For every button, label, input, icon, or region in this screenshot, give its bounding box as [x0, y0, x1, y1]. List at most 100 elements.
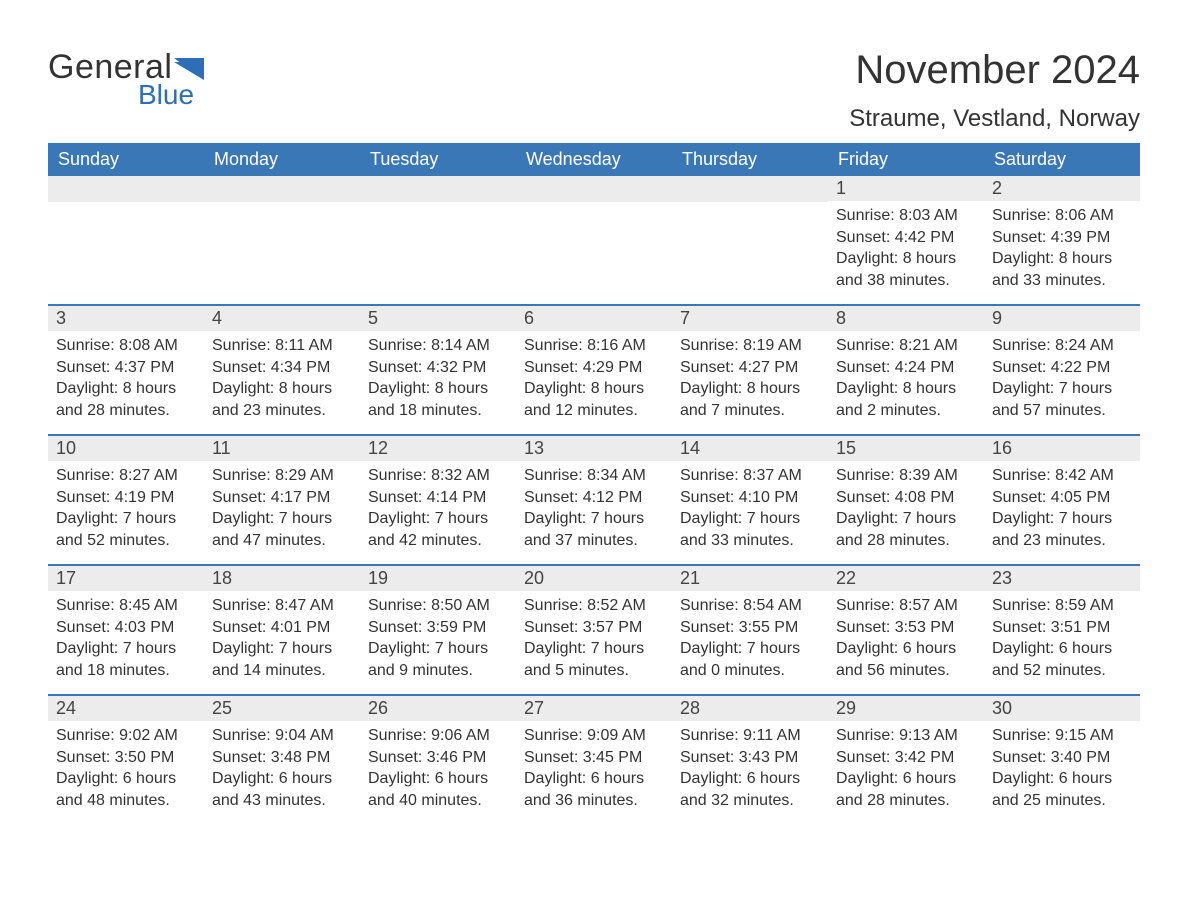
day-number: 11	[204, 436, 360, 461]
day-number: 25	[204, 696, 360, 721]
daylight-text: Daylight: 7 hours	[992, 378, 1132, 400]
day-cell: 21Sunrise: 8:54 AMSunset: 3:55 PMDayligh…	[672, 566, 828, 694]
day-cell: 22Sunrise: 8:57 AMSunset: 3:53 PMDayligh…	[828, 566, 984, 694]
daylight-text: Daylight: 8 hours	[368, 378, 508, 400]
daylight-text: and 9 minutes.	[368, 660, 508, 682]
daylight-text: Daylight: 7 hours	[212, 508, 352, 530]
sunrise-text: Sunrise: 8:14 AM	[368, 335, 508, 357]
sunrise-text: Sunrise: 8:06 AM	[992, 205, 1132, 227]
weekday-header: Saturday	[984, 143, 1140, 176]
sunrise-text: Sunrise: 8:57 AM	[836, 595, 976, 617]
daylight-text: and 47 minutes.	[212, 530, 352, 552]
sunrise-text: Sunrise: 8:42 AM	[992, 465, 1132, 487]
day-details: Sunrise: 8:32 AMSunset: 4:14 PMDaylight:…	[360, 461, 516, 561]
day-details: Sunrise: 9:11 AMSunset: 3:43 PMDaylight:…	[672, 721, 828, 821]
sunset-text: Sunset: 3:42 PM	[836, 747, 976, 769]
sunrise-text: Sunrise: 8:39 AM	[836, 465, 976, 487]
day-cell: 10Sunrise: 8:27 AMSunset: 4:19 PMDayligh…	[48, 436, 204, 564]
daylight-text: Daylight: 8 hours	[836, 378, 976, 400]
day-details: Sunrise: 8:16 AMSunset: 4:29 PMDaylight:…	[516, 331, 672, 431]
sunset-text: Sunset: 4:19 PM	[56, 487, 196, 509]
weekday-header: Sunday	[48, 143, 204, 176]
day-number: 5	[360, 306, 516, 331]
sunrise-text: Sunrise: 9:15 AM	[992, 725, 1132, 747]
day-details: Sunrise: 8:06 AMSunset: 4:39 PMDaylight:…	[984, 201, 1140, 301]
day-cell: 17Sunrise: 8:45 AMSunset: 4:03 PMDayligh…	[48, 566, 204, 694]
day-details: Sunrise: 8:52 AMSunset: 3:57 PMDaylight:…	[516, 591, 672, 691]
daylight-text: and 32 minutes.	[680, 790, 820, 812]
day-number: 26	[360, 696, 516, 721]
sunrise-text: Sunrise: 9:13 AM	[836, 725, 976, 747]
day-cell: 7Sunrise: 8:19 AMSunset: 4:27 PMDaylight…	[672, 306, 828, 434]
week-row: 10 Sunrise: 8:27 AMSunset: 4:19 PM Dayligh…	[48, 434, 1140, 564]
day-number: 17	[48, 566, 204, 591]
day-details: Sunrise: 9:15 AMSunset: 3:40 PMDaylight:…	[984, 721, 1140, 821]
day-details: Sunrise: 8:34 AMSunset: 4:12 PMDaylight:…	[516, 461, 672, 561]
sunset-text: Sunset: 4:17 PM	[212, 487, 352, 509]
day-cell: 13Sunrise: 8:34 AMSunset: 4:12 PMDayligh…	[516, 436, 672, 564]
day-number: 18	[204, 566, 360, 591]
sunrise-text: Sunrise: 8:16 AM	[524, 335, 664, 357]
day-cell	[516, 176, 672, 304]
daylight-text: and 2 minutes.	[836, 400, 976, 422]
sunrise-text: Sunrise: 9:09 AM	[524, 725, 664, 747]
daylight-text: and 38 minutes.	[836, 270, 976, 292]
sunrise-text: Sunrise: 8:45 AM	[56, 595, 196, 617]
day-details: Sunrise: 8:29 AMSunset: 4:17 PMDaylight:…	[204, 461, 360, 561]
daylight-text: Daylight: 8 hours	[836, 248, 976, 270]
day-cell: 15Sunrise: 8:39 AMSunset: 4:08 PMDayligh…	[828, 436, 984, 564]
sunrise-text: Sunrise: 8:24 AM	[992, 335, 1132, 357]
daylight-text: Daylight: 7 hours	[524, 638, 664, 660]
weekday-header: Tuesday	[360, 143, 516, 176]
daylight-text: and 43 minutes.	[212, 790, 352, 812]
day-number	[204, 176, 360, 202]
day-number	[48, 176, 204, 202]
weekday-header: Thursday	[672, 143, 828, 176]
sunrise-text: Sunrise: 8:27 AM	[56, 465, 196, 487]
day-number: 30	[984, 696, 1140, 721]
sunrise-text: Sunrise: 8:34 AM	[524, 465, 664, 487]
daylight-text: and 52 minutes.	[56, 530, 196, 552]
daylight-text: Daylight: 7 hours	[680, 638, 820, 660]
day-cell: 14Sunrise: 8:37 AMSunset: 4:10 PMDayligh…	[672, 436, 828, 564]
daylight-text: Daylight: 7 hours	[368, 508, 508, 530]
day-cell: 20Sunrise: 8:52 AMSunset: 3:57 PMDayligh…	[516, 566, 672, 694]
day-details: Sunrise: 8:24 AMSunset: 4:22 PMDaylight:…	[984, 331, 1140, 431]
sunrise-text: Sunrise: 8:47 AM	[212, 595, 352, 617]
daylight-text: and 40 minutes.	[368, 790, 508, 812]
day-number: 4	[204, 306, 360, 331]
sunset-text: Sunset: 4:05 PM	[992, 487, 1132, 509]
daylight-text: Daylight: 8 hours	[212, 378, 352, 400]
daylight-text: Daylight: 8 hours	[56, 378, 196, 400]
day-number: 1	[828, 176, 984, 201]
week-row: 3Sunrise: 8:08 AMSunset: 4:37 PMDaylight…	[48, 304, 1140, 434]
daylight-text: and 7 minutes.	[680, 400, 820, 422]
daylight-text: Daylight: 8 hours	[524, 378, 664, 400]
day-details: Sunrise: 8:45 AMSunset: 4:03 PMDaylight:…	[48, 591, 204, 691]
sunrise-text: Sunrise: 8:29 AM	[212, 465, 352, 487]
header: General Blue November 2024 Straume, Vest…	[48, 48, 1140, 133]
day-cell: 23Sunrise: 8:59 AMSunset: 3:51 PMDayligh…	[984, 566, 1140, 694]
month-title: November 2024	[849, 48, 1140, 93]
daylight-text: and 52 minutes.	[992, 660, 1132, 682]
day-number: 14	[672, 436, 828, 461]
day-cell: 29Sunrise: 9:13 AMSunset: 3:42 PMDayligh…	[828, 696, 984, 824]
day-cell	[360, 176, 516, 304]
sunrise-text: Sunrise: 8:21 AM	[836, 335, 976, 357]
title-block: November 2024 Straume, Vestland, Norway	[849, 48, 1140, 133]
sunset-text: Sunset: 4:03 PM	[56, 617, 196, 639]
sunset-text: Sunset: 3:59 PM	[368, 617, 508, 639]
daylight-text: Daylight: 7 hours	[56, 638, 196, 660]
sunset-text: Sunset: 3:43 PM	[680, 747, 820, 769]
day-number: 10	[48, 436, 204, 461]
daylight-text: Daylight: 6 hours	[836, 638, 976, 660]
daylight-text: and 37 minutes.	[524, 530, 664, 552]
day-number: 15	[828, 436, 984, 461]
day-cell: 4Sunrise: 8:11 AMSunset: 4:34 PMDaylight…	[204, 306, 360, 434]
day-number: 2	[984, 176, 1140, 201]
daylight-text: Daylight: 6 hours	[56, 768, 196, 790]
sunset-text: Sunset: 4:08 PM	[836, 487, 976, 509]
daylight-text: and 33 minutes.	[992, 270, 1132, 292]
sunset-text: Sunset: 4:01 PM	[212, 617, 352, 639]
location: Straume, Vestland, Norway	[849, 105, 1140, 133]
